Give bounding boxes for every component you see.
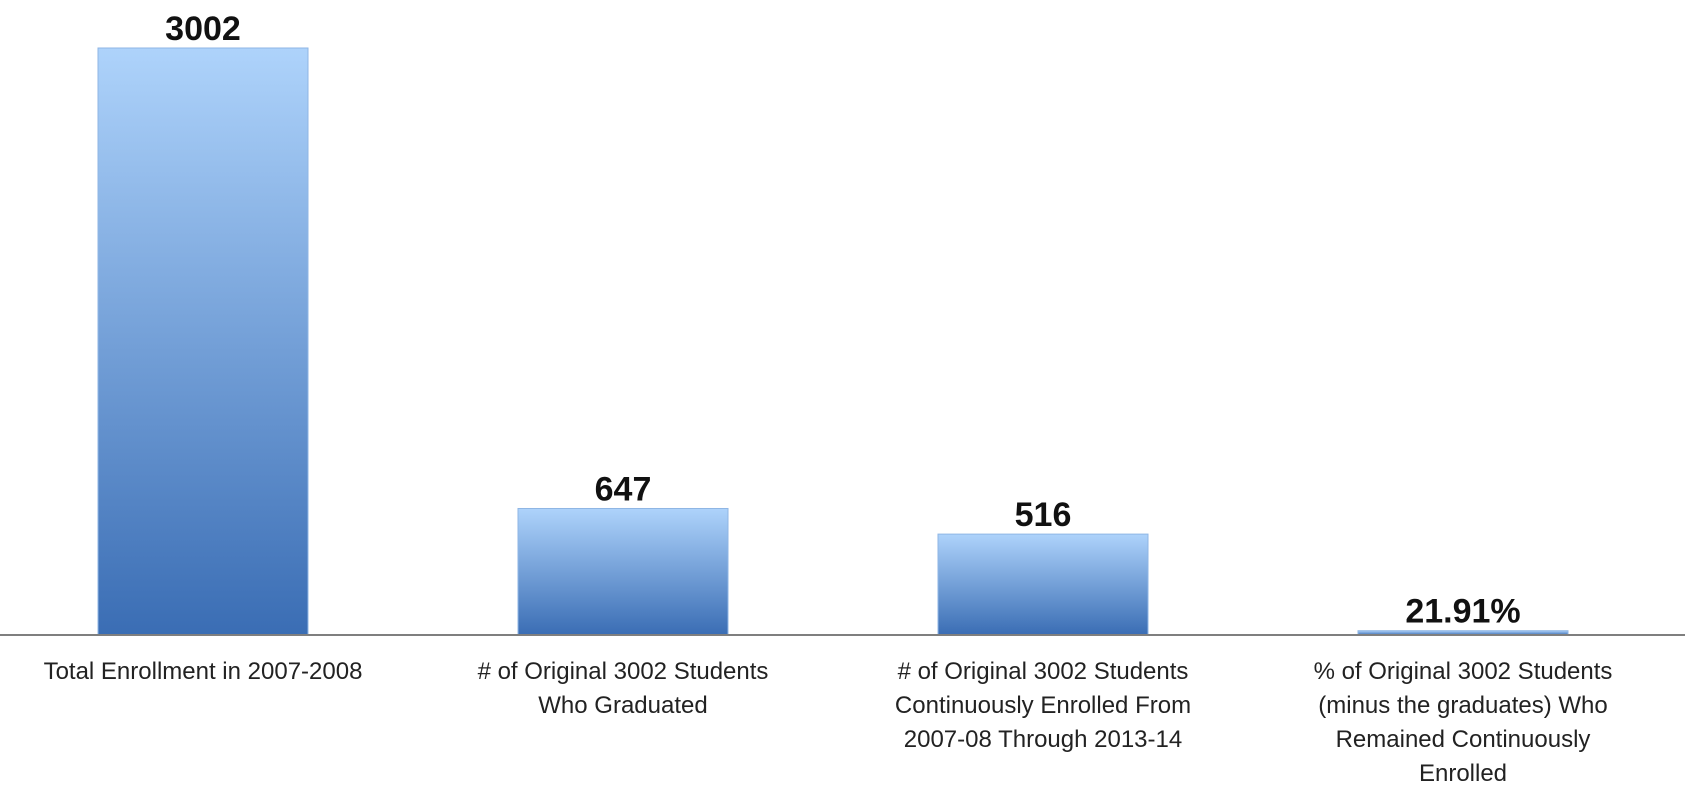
category-label-4: % of Original 3002 Students (minus the gr… <box>1283 655 1643 791</box>
data-label-3: 516 <box>1015 496 1072 534</box>
category-label-2: # of Original 3002 Students Who Graduated <box>443 655 803 723</box>
category-label-line: Total Enrollment in 2007-2008 <box>23 655 383 689</box>
value-labels-layer: 3002 647 516 21.91% <box>165 10 1520 631</box>
bar-2 <box>518 508 728 635</box>
category-label-line: # of Original 3002 Students <box>443 655 803 689</box>
bar-1 <box>98 48 308 635</box>
category-label-line: Enrolled <box>1283 757 1643 791</box>
category-label-line: Continuously Enrolled From <box>863 689 1223 723</box>
data-label-2: 647 <box>595 470 652 508</box>
category-label-line: (minus the graduates) Who <box>1283 689 1643 723</box>
data-label-4: 21.91% <box>1405 593 1520 631</box>
category-label-line: # of Original 3002 Students <box>863 655 1223 689</box>
bars-layer <box>98 48 1568 635</box>
bar-3 <box>938 534 1148 635</box>
category-label-line: Remained Continuously <box>1283 723 1643 757</box>
category-label-1: Total Enrollment in 2007-2008 <box>23 655 383 689</box>
category-label-line: Who Graduated <box>443 689 803 723</box>
category-label-line: 2007-08 Through 2013-14 <box>863 723 1223 757</box>
category-label-line: % of Original 3002 Students <box>1283 655 1643 689</box>
data-label-1: 3002 <box>165 10 241 48</box>
category-label-3: # of Original 3002 Students Continuously … <box>863 655 1223 757</box>
